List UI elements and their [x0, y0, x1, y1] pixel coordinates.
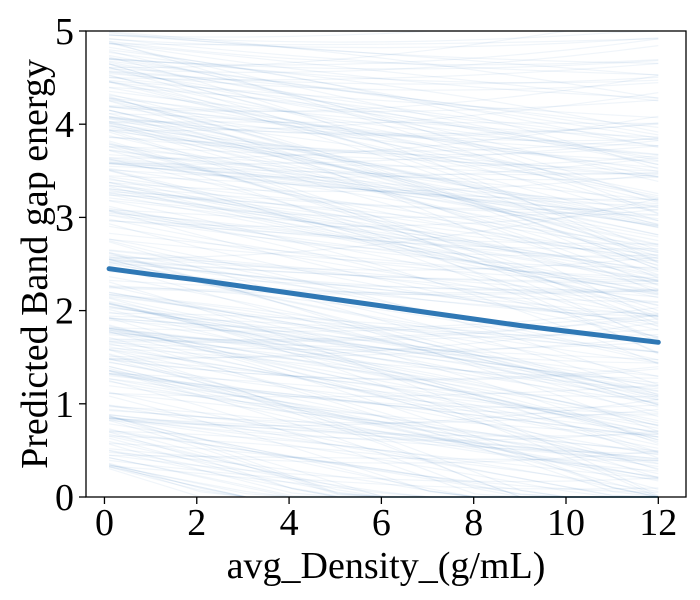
x-tick-label: 10 [547, 502, 585, 544]
ice-lines-group [109, 31, 658, 497]
x-tick-label: 6 [372, 502, 391, 544]
y-tick-label: 1 [55, 384, 74, 426]
x-tick-label: 12 [639, 502, 677, 544]
ice-line [109, 31, 658, 37]
x-tick-label: 8 [464, 502, 483, 544]
x-tick-label: 2 [187, 502, 206, 544]
y-tick-label: 5 [55, 11, 74, 53]
ice-line [109, 61, 658, 138]
y-tick-label: 2 [55, 291, 74, 333]
x-tick-label: 0 [95, 502, 114, 544]
y-tick-label: 3 [55, 197, 74, 239]
y-axis-label: Predicted Band gap energy [14, 59, 56, 469]
x-axis: 0 2 4 6 8 10 12 [95, 497, 677, 544]
y-axis: 0 1 2 3 4 5 [55, 11, 86, 519]
y-tick-label: 0 [55, 477, 74, 519]
x-tick-label: 4 [280, 502, 299, 544]
x-axis-label: avg_Density_(g/mL) [227, 545, 546, 587]
y-tick-label: 4 [55, 104, 74, 146]
